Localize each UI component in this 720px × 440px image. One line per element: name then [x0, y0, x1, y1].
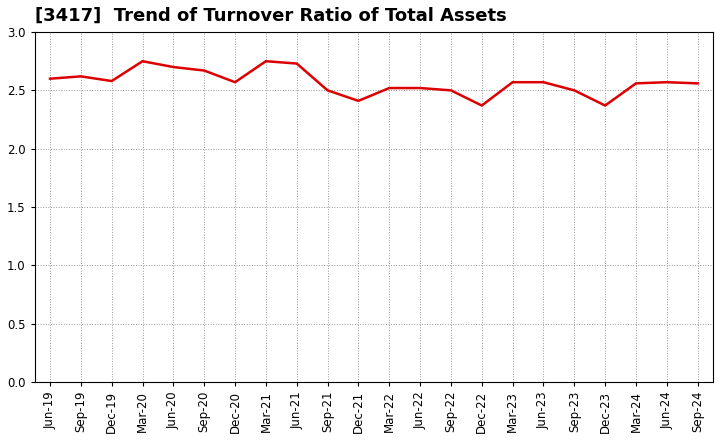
Text: [3417]  Trend of Turnover Ratio of Total Assets: [3417] Trend of Turnover Ratio of Total …	[35, 7, 506, 25]
